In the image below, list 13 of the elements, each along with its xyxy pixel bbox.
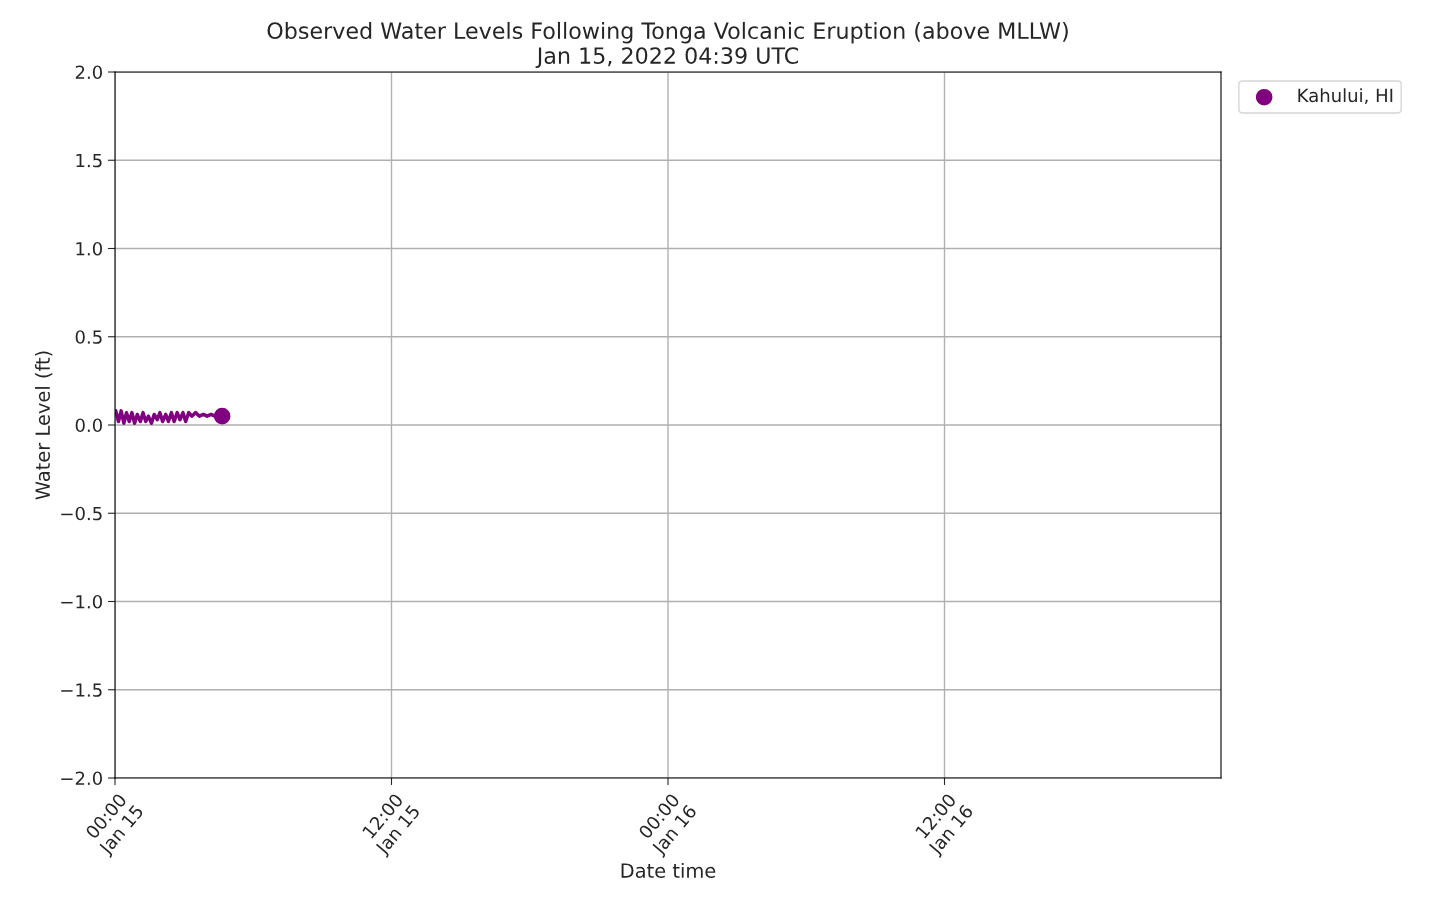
y-tick-label: −1.5 xyxy=(61,683,102,697)
y-tick-label: 2.0 xyxy=(75,65,102,80)
y-tick-label: 0.5 xyxy=(75,330,102,344)
y-tick-label: −2.0 xyxy=(61,771,102,786)
chart-title: Observed Water Levels Following Tonga Volcanic Eruption (above MLLW) Jan 15, 2022 04:39 UTC xyxy=(267,21,1068,69)
x-axis-title: Date time xyxy=(621,862,716,878)
legend-label: Kahului, HI xyxy=(1298,88,1393,105)
y-tick-label: −1.0 xyxy=(61,594,102,609)
y-tick-label: 0.0 xyxy=(75,418,102,433)
y-tick-label: 1.0 xyxy=(76,241,102,256)
y-tick-label: −0.5 xyxy=(61,506,102,521)
y-tick-label: 1.5 xyxy=(76,153,102,168)
y-axis-title: Water Level (ft) xyxy=(34,351,53,500)
